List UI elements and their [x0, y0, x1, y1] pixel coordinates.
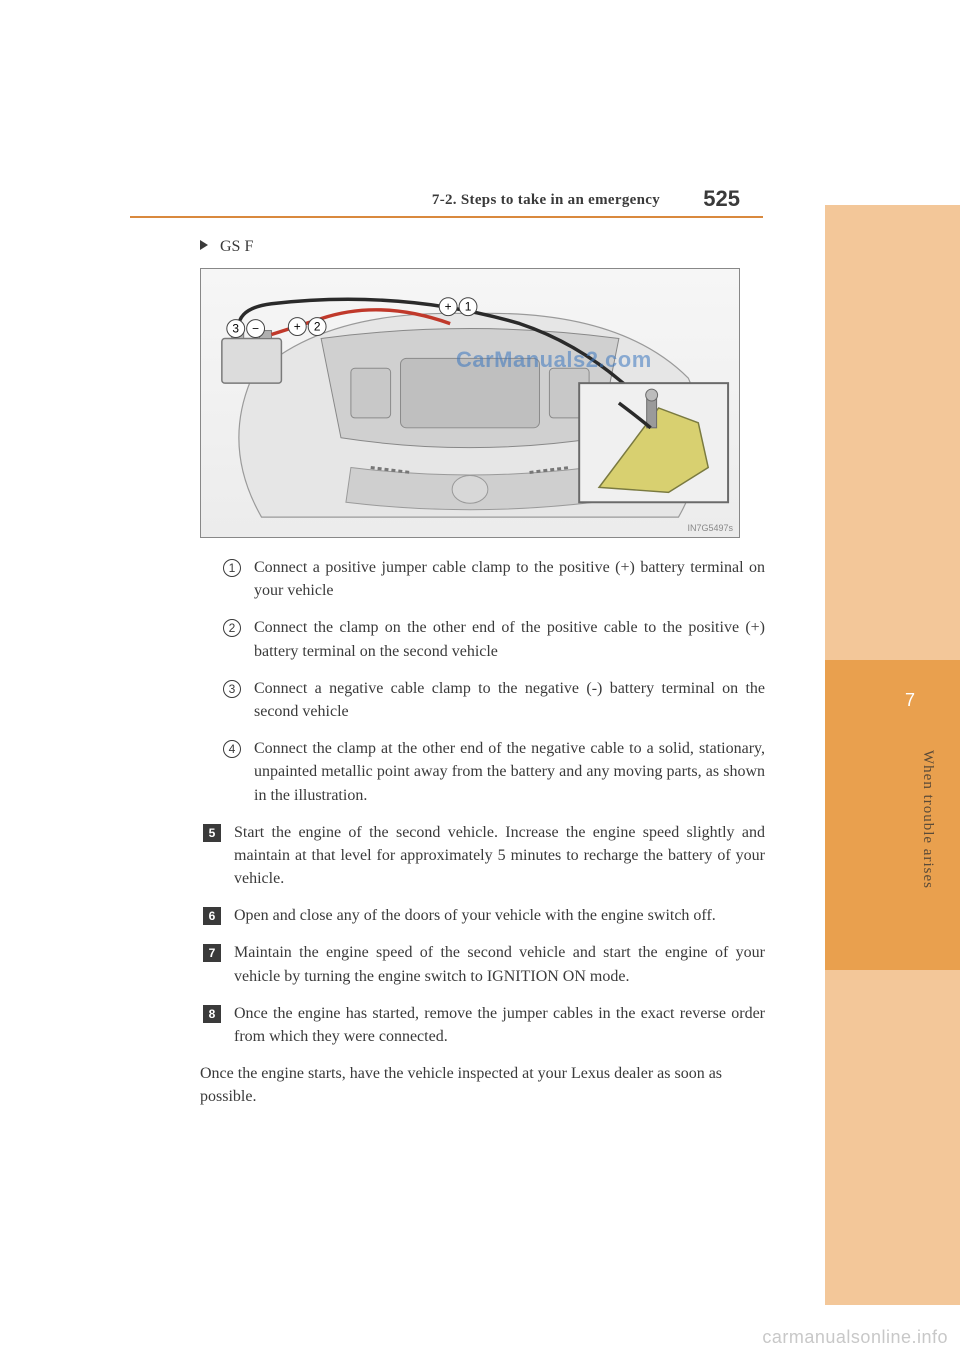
step-text: Connect a negative cable clamp to the ne… — [254, 677, 765, 723]
chapter-label: When trouble arises — [919, 750, 936, 889]
svg-text:+: + — [294, 320, 301, 334]
triangle-bullet-icon — [200, 240, 208, 250]
list-item: 5 Start the engine of the second vehicle… — [200, 821, 765, 891]
circle-step-list: 1 Connect a positive jumper cable clamp … — [220, 556, 765, 807]
svg-text:2: 2 — [314, 320, 321, 334]
list-item: 2 Connect the clamp on the other end of … — [220, 616, 765, 662]
svg-text:−: − — [252, 322, 259, 336]
page-number: 525 — [703, 186, 740, 212]
step-text: Connect the clamp at the other end of th… — [254, 737, 765, 807]
engine-diagram-svg: + 1 + 2 3 − — [201, 269, 739, 537]
closing-text: Once the engine starts, have the vehicle… — [200, 1062, 765, 1108]
square-step-list: 5 Start the engine of the second vehicle… — [200, 821, 765, 1049]
diagram-watermark: CarManuals2.com — [456, 347, 652, 373]
list-item: 4 Connect the clamp at the other end of … — [220, 737, 765, 807]
side-tab-active — [825, 660, 960, 970]
svg-text:+: + — [445, 300, 452, 314]
step-text: Maintain the engine speed of the second … — [234, 941, 765, 987]
circle-marker: 1 — [220, 556, 244, 579]
subheading-text: GS F — [220, 238, 253, 255]
circle-marker: 3 — [220, 677, 244, 700]
square-marker: 7 — [200, 941, 224, 964]
step-text: Start the engine of the second vehicle. … — [234, 821, 765, 891]
list-item: 3 Connect a negative cable clamp to the … — [220, 677, 765, 723]
list-item: 1 Connect a positive jumper cable clamp … — [220, 556, 765, 602]
svg-text:3: 3 — [232, 322, 239, 336]
list-item: 8 Once the engine has started, remove th… — [200, 1002, 765, 1048]
step-text: Open and close any of the doors of your … — [234, 904, 765, 927]
svg-text:1: 1 — [465, 300, 472, 314]
page-content: GS F — [200, 238, 765, 1109]
model-subheading: GS F — [200, 238, 765, 256]
section-label: 7-2. Steps to take in an emergency — [432, 192, 660, 209]
list-item: 7 Maintain the engine speed of the secon… — [200, 941, 765, 987]
list-item: 6 Open and close any of the doors of you… — [200, 904, 765, 927]
diagram-code: IN7G5497s — [687, 523, 733, 533]
step-text: Connect a positive jumper cable clamp to… — [254, 556, 765, 602]
circle-marker: 2 — [220, 616, 244, 639]
step-text: Connect the clamp on the other end of th… — [254, 616, 765, 662]
square-marker: 6 — [200, 904, 224, 927]
jumper-cable-diagram: + 1 + 2 3 − CarManuals2.com IN7G5497s — [200, 268, 740, 538]
circle-marker: 4 — [220, 737, 244, 760]
square-marker: 8 — [200, 1002, 224, 1025]
square-marker: 5 — [200, 821, 224, 844]
footer-watermark: carmanualsonline.info — [762, 1327, 948, 1348]
page-header: 7-2. Steps to take in an emergency 525 — [0, 192, 760, 216]
step-text: Once the engine has started, remove the … — [234, 1002, 765, 1048]
header-rule — [130, 216, 763, 218]
chapter-number: 7 — [900, 690, 920, 711]
